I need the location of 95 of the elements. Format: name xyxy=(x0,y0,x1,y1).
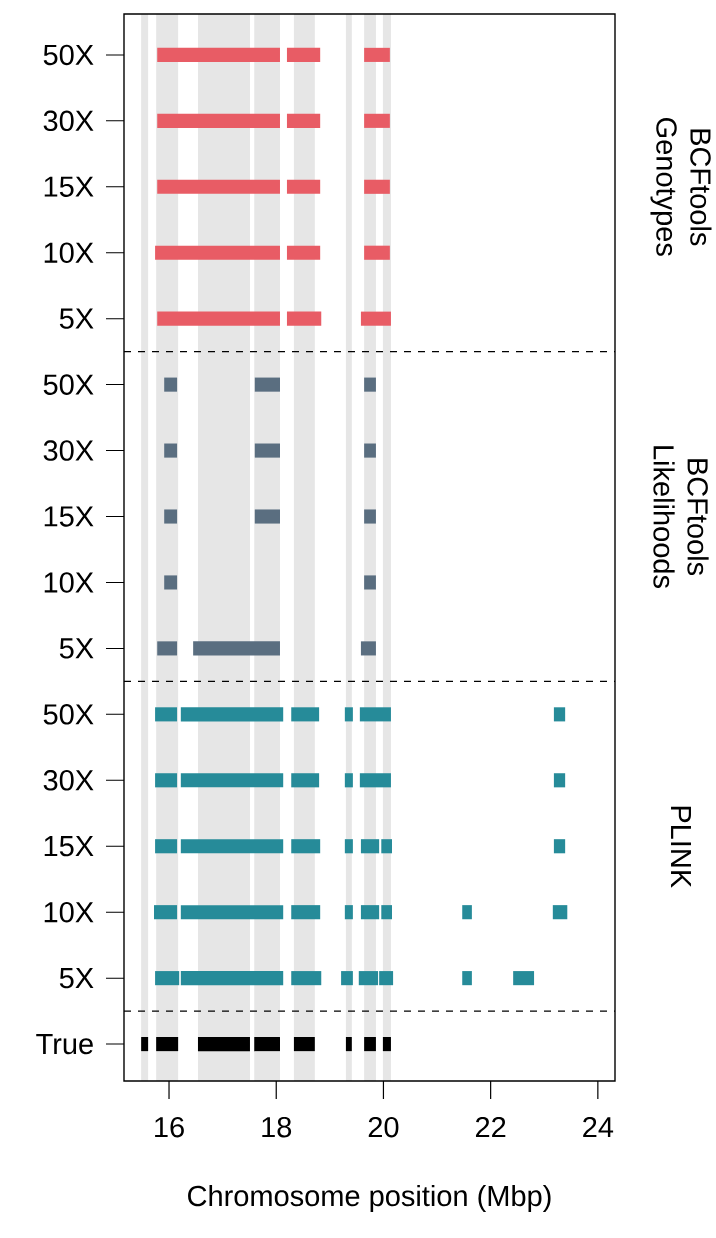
text: PLINK xyxy=(671,806,691,888)
bar xyxy=(254,1037,280,1052)
bar xyxy=(381,839,393,854)
bar xyxy=(364,179,390,194)
bar xyxy=(381,905,393,920)
y-tick-label: 10X xyxy=(44,572,94,593)
bar xyxy=(360,905,380,920)
bar xyxy=(193,641,280,656)
bar xyxy=(291,905,321,920)
y-tick-label: 5X xyxy=(59,308,94,329)
y-tick-label: 50X xyxy=(43,44,94,66)
bar xyxy=(157,47,280,62)
x-tick-label: 22 xyxy=(475,1116,506,1138)
y-tick-label: 50X xyxy=(43,374,94,395)
bar xyxy=(180,707,284,722)
bar xyxy=(291,773,320,788)
bar xyxy=(364,509,376,524)
bar xyxy=(291,971,322,986)
bar xyxy=(364,377,376,392)
bar xyxy=(180,971,284,986)
bar xyxy=(364,1037,376,1052)
bar xyxy=(364,443,376,458)
bar xyxy=(286,311,322,326)
y-tick-label: 15X xyxy=(44,836,94,857)
bar xyxy=(360,839,380,854)
bar xyxy=(359,707,391,722)
bar xyxy=(462,971,472,986)
bar xyxy=(286,245,321,260)
bar xyxy=(286,179,321,194)
bar xyxy=(154,905,178,920)
x-tick-label: 24 xyxy=(583,1116,614,1138)
x-tick-label: 20 xyxy=(368,1116,399,1138)
bar xyxy=(254,509,280,524)
y-tick-label: 15X xyxy=(44,506,94,527)
bar xyxy=(155,245,280,260)
bar xyxy=(141,1037,149,1052)
y-tick-label: 30X xyxy=(43,770,94,791)
bar xyxy=(164,575,178,590)
bar xyxy=(286,113,321,128)
bar xyxy=(291,707,320,722)
y-tick-label: 50X xyxy=(43,704,94,725)
bar xyxy=(155,839,178,854)
bar xyxy=(345,1037,352,1052)
bar xyxy=(156,1037,179,1052)
y-tick-label: 15X xyxy=(44,176,94,197)
bar xyxy=(155,707,178,722)
bar xyxy=(157,179,280,194)
bar xyxy=(164,443,178,458)
bar xyxy=(344,707,353,722)
y-tick-label: 10X xyxy=(44,242,94,263)
bar xyxy=(513,971,535,986)
bar xyxy=(359,773,391,788)
bar xyxy=(360,311,391,326)
bar xyxy=(197,1037,250,1052)
bar xyxy=(552,905,568,920)
bar xyxy=(364,245,390,260)
bar xyxy=(341,971,353,986)
bar xyxy=(553,707,566,722)
bar xyxy=(344,839,353,854)
bar xyxy=(360,641,376,656)
y-tick-label: 5X xyxy=(59,968,94,989)
bar xyxy=(364,113,390,128)
bar xyxy=(291,839,321,854)
text: BCFtools Genotypes xyxy=(650,118,712,256)
y-tick-label: 30X xyxy=(43,440,94,461)
bar xyxy=(155,971,180,986)
bar xyxy=(293,1037,315,1052)
bar xyxy=(364,47,390,62)
y-tick-label: 5X xyxy=(59,638,94,659)
y-tick-label: 30X xyxy=(43,110,94,132)
bar xyxy=(157,311,280,326)
y-tick-label: True xyxy=(36,1033,93,1055)
bar xyxy=(164,509,178,524)
bar xyxy=(286,47,321,62)
bar xyxy=(364,575,376,590)
bar xyxy=(382,1037,391,1052)
bar xyxy=(553,773,566,788)
x-tick-label: 18 xyxy=(262,1116,292,1138)
y-tick-label: 10X xyxy=(44,901,94,923)
bar xyxy=(553,839,566,854)
bar xyxy=(155,773,178,788)
bar xyxy=(180,839,284,854)
bar xyxy=(344,773,353,788)
bar xyxy=(462,905,472,920)
bar xyxy=(180,773,284,788)
x-axis-title: Chromosome position (Mbp) xyxy=(188,1184,551,1212)
bar xyxy=(344,905,353,920)
bar xyxy=(164,377,178,392)
bar xyxy=(157,113,280,128)
text: BCFtools Likelihoods xyxy=(653,446,709,588)
bar xyxy=(180,905,284,920)
bar xyxy=(254,377,280,392)
x-tick-label: 16 xyxy=(155,1116,184,1138)
bar xyxy=(254,443,280,458)
bar xyxy=(157,641,178,656)
